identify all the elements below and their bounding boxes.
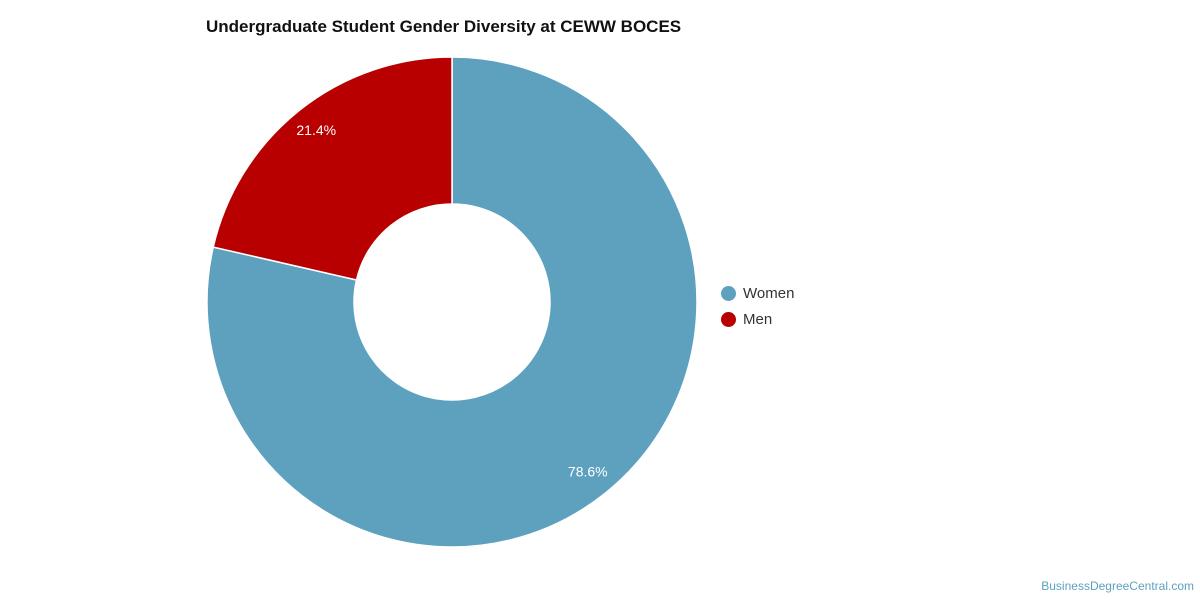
legend-label-women: Women bbox=[743, 284, 795, 302]
source-credit-link[interactable]: BusinessDegreeCentral.com bbox=[1041, 579, 1194, 593]
legend-item-women[interactable]: Women bbox=[721, 280, 794, 306]
slice-label-men: 21.4% bbox=[296, 122, 336, 138]
slice-label-women: 78.6% bbox=[568, 463, 608, 479]
slice-women[interactable] bbox=[206, 56, 698, 548]
legend-swatch-men bbox=[721, 311, 736, 327]
legend-swatch-women bbox=[721, 285, 736, 301]
chart-title: Undergraduate Student Gender Diversity a… bbox=[206, 17, 682, 36]
legend-label-men: Men bbox=[743, 310, 773, 328]
chart-legend: Women Men bbox=[721, 280, 794, 332]
legend-item-men[interactable]: Men bbox=[721, 306, 794, 332]
slice-men[interactable] bbox=[212, 56, 453, 281]
